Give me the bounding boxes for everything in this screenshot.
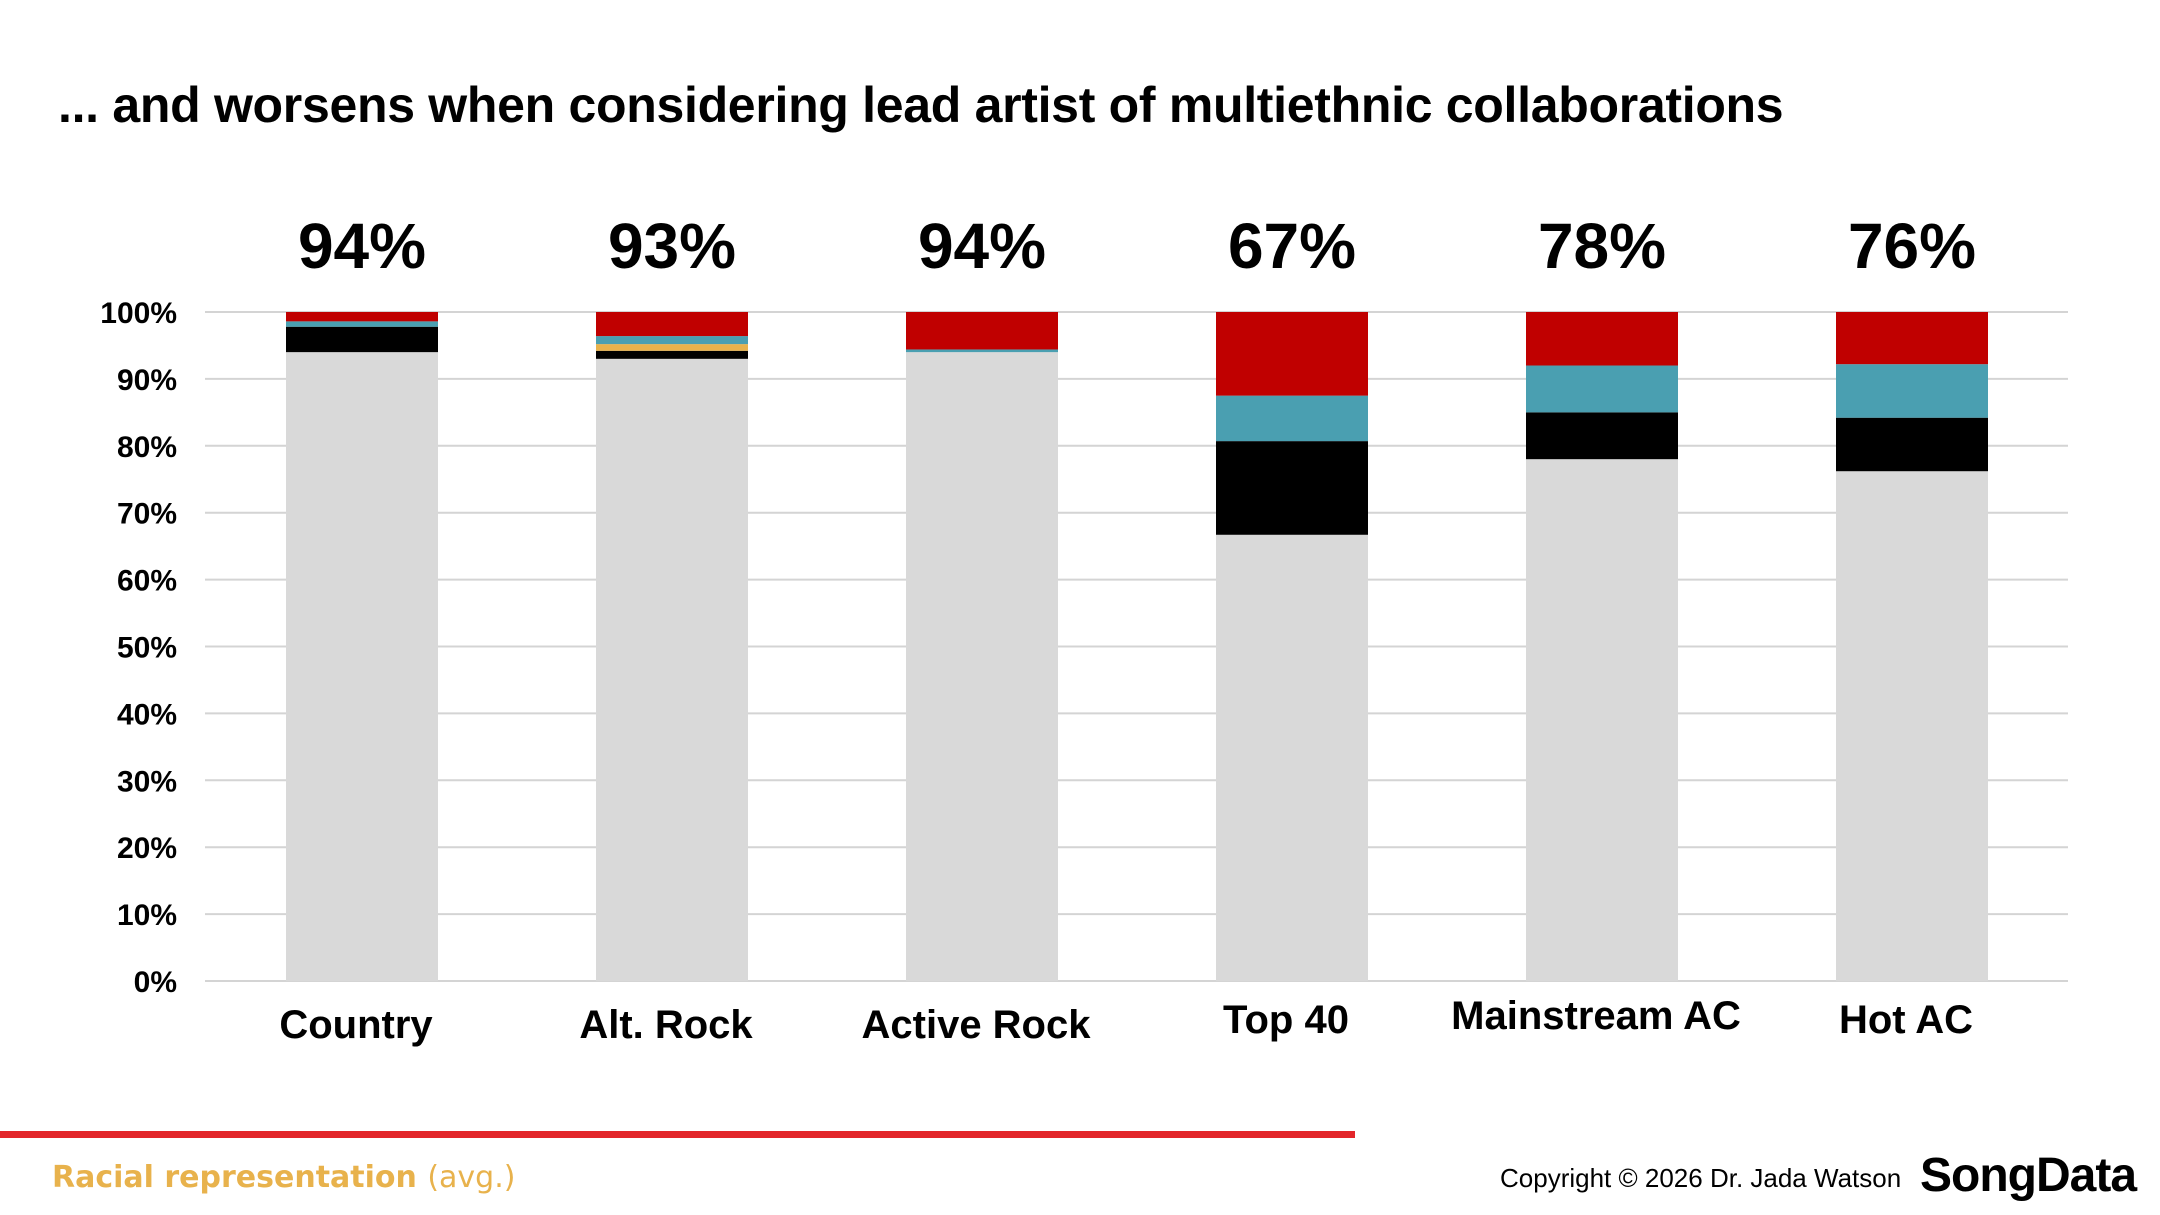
bar-segment bbox=[286, 312, 438, 322]
x-tick-label: Country bbox=[279, 1003, 433, 1047]
bar-segment bbox=[1836, 312, 1988, 365]
x-tick-label: Active Rock bbox=[862, 1003, 1092, 1047]
y-tick-label: 60% bbox=[117, 565, 177, 598]
bar-segment bbox=[1836, 417, 1988, 472]
bar-segment bbox=[1526, 412, 1678, 460]
footer-note-paren: (avg.) bbox=[427, 1160, 516, 1195]
bottom-divider bbox=[0, 1131, 1355, 1138]
y-tick-label: 20% bbox=[117, 832, 177, 865]
bar-segment bbox=[1216, 441, 1368, 535]
y-tick-label: 40% bbox=[117, 698, 177, 731]
bar-segment bbox=[1526, 312, 1678, 366]
y-tick-label: 70% bbox=[117, 498, 177, 531]
bar-segment bbox=[1526, 365, 1678, 413]
y-tick-label: 10% bbox=[117, 899, 177, 932]
stacked-bar-chart: 0% 10% 20% 30% 40% 50% 60% 70% 80% 90% 100% Countr… bbox=[100, 210, 2068, 1047]
y-tick-label: 30% bbox=[117, 765, 177, 798]
bar-segment bbox=[286, 321, 438, 327]
bar-segment bbox=[1216, 534, 1368, 981]
bar-segment bbox=[286, 326, 438, 353]
top-value-label: 76% bbox=[1848, 210, 1976, 282]
copyright-text: Copyright © 2026 Dr. Jada Watson bbox=[1500, 1163, 1902, 1193]
bar-segment bbox=[596, 358, 748, 982]
bar-segment bbox=[596, 350, 748, 359]
bar-segment bbox=[906, 349, 1058, 353]
chart-title: ... and worsens when considering lead ar… bbox=[58, 77, 1784, 133]
bar-segment bbox=[1216, 312, 1368, 396]
bar-segment bbox=[906, 352, 1058, 981]
x-tick-label: Mainstream AC bbox=[1451, 994, 1741, 1038]
bar-segment bbox=[596, 336, 748, 345]
x-tick-label: Alt. Rock bbox=[579, 1003, 753, 1047]
bar-segment bbox=[1836, 364, 1988, 418]
x-tick-label: Top 40 bbox=[1223, 998, 1349, 1042]
bar-segment bbox=[286, 352, 438, 981]
y-tick-label: 50% bbox=[117, 632, 177, 665]
bar-segment bbox=[1526, 459, 1678, 981]
y-tick-label: 100% bbox=[100, 297, 177, 330]
footer-note: Racial representation (avg.) bbox=[52, 1160, 515, 1195]
bar-segment bbox=[1836, 471, 1988, 981]
bar-segment bbox=[596, 344, 748, 351]
top-value-label: 78% bbox=[1538, 210, 1666, 282]
y-tick-label: 80% bbox=[117, 431, 177, 464]
top-value-label: 93% bbox=[608, 210, 736, 282]
songdata-logo: SongData bbox=[1920, 1149, 2137, 1202]
top-value-label: 67% bbox=[1228, 210, 1356, 282]
x-tick-label: Hot AC bbox=[1839, 998, 1973, 1042]
y-axis-ticks: 0% 10% 20% 30% 40% 50% 60% 70% 80% 90% 100% bbox=[100, 297, 177, 999]
x-axis-labels: Country Alt. Rock Active Rock Top 40 Mainstr… bbox=[279, 994, 1973, 1047]
top-value-label: 94% bbox=[298, 210, 426, 282]
top-value-label: 94% bbox=[918, 210, 1046, 282]
bar-segment bbox=[906, 312, 1058, 350]
footer-note-text: Racial representation bbox=[52, 1160, 417, 1195]
bar-segment bbox=[1216, 395, 1368, 442]
top-value-labels: 94% 93% 94% 67% 78% 76% bbox=[298, 210, 1976, 282]
bar-segment bbox=[596, 312, 748, 337]
grid-lines bbox=[205, 311, 2068, 982]
bars bbox=[286, 312, 1988, 982]
y-tick-label: 90% bbox=[117, 364, 177, 397]
y-tick-label: 0% bbox=[134, 966, 177, 999]
